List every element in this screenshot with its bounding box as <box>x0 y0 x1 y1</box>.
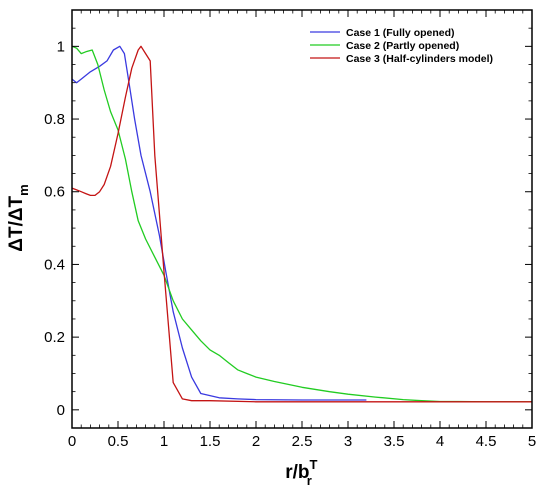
y-tick-label: 0.6 <box>44 184 65 201</box>
legend-label-3: Case 3 (Half-cylinders model) <box>346 53 493 65</box>
x-tick-label: 1.5 <box>200 433 221 450</box>
y-tick-label: 1 <box>57 38 65 55</box>
series-line-3 <box>71 45 532 403</box>
y-axis-title: ΔT/ΔTm <box>6 184 31 251</box>
plot-area <box>71 45 532 403</box>
y-tick-label: 0 <box>57 402 65 419</box>
x-tick-label: 3.5 <box>384 433 405 450</box>
y-tick-label: 0.4 <box>44 256 65 273</box>
x-tick-label: 2 <box>252 433 260 450</box>
y-tick-label: 0.8 <box>44 111 65 128</box>
x-tick-label: 1 <box>160 433 168 450</box>
axes: 0 0.5 1 1.5 2 2.5 3 3.5 4 4.5 5 0 0.2 0.4 0.6 0.8 1 <box>44 9 536 450</box>
legend: Case 1 (Fully opened)Case 2 (Partly open… <box>310 27 493 65</box>
x-tick-label: 5 <box>528 433 536 450</box>
y-tick-label: 0.2 <box>44 329 65 346</box>
x-tick-label: 0 <box>68 433 76 450</box>
x-tick-label: 3 <box>344 433 352 450</box>
x-tick-label: 2.5 <box>292 433 313 450</box>
series-line-1 <box>71 45 367 401</box>
series-line-2 <box>71 45 532 403</box>
x-axis-title: r/bT r <box>285 457 317 488</box>
legend-label-1: Case 1 (Fully opened) <box>346 27 455 39</box>
legend-label-2: Case 2 (Partly opened) <box>346 40 459 52</box>
x-tick-label: 0.5 <box>108 433 129 450</box>
x-tick-label: 4 <box>436 433 444 450</box>
x-tick-label: 4.5 <box>476 433 497 450</box>
plot-frame <box>71 9 533 429</box>
